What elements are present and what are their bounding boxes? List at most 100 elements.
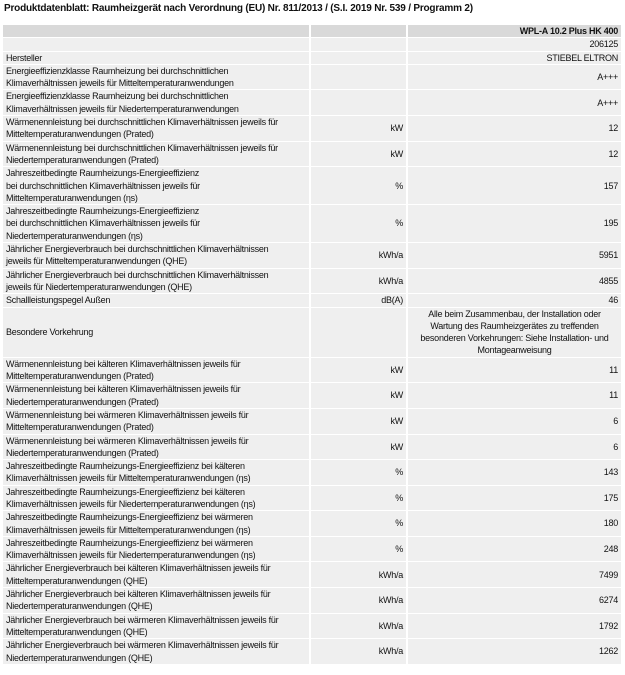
row-label: Jährlicher Energieverbrauch bei durchsch… <box>3 243 311 268</box>
table-row: Energieeffizienzklasse Raumheizung bei d… <box>3 90 623 116</box>
row-value: 11 <box>408 357 623 383</box>
row-unit: % <box>311 460 408 485</box>
table-row: 206125 <box>3 38 623 51</box>
row-label: Jahreszeitbedingte Raumheizungs-Energiee… <box>3 485 311 511</box>
table-row: Jährlicher Energieverbrauch bei wärmeren… <box>3 639 623 664</box>
row-unit: kWh/a <box>311 562 408 588</box>
row-label <box>3 38 311 51</box>
table-row: Jahreszeitbedingte Raumheizungs-Energiee… <box>3 485 623 511</box>
row-label: Jährlicher Energieverbrauch bei wärmeren… <box>3 613 311 639</box>
table-row: Jährlicher Energieverbrauch bei durchsch… <box>3 268 623 294</box>
row-label: Besondere Vorkehrung <box>3 307 311 357</box>
table-row: Energieeffizienzklasse Raumheizung bei d… <box>3 64 623 90</box>
row-value: 1262 <box>408 639 623 664</box>
table-row: Jahreszeitbedingte Raumheizungs-Energiee… <box>3 511 623 536</box>
table-row: Jahreszeitbedingte Raumheizungs-Energiee… <box>3 167 623 205</box>
row-unit: kW <box>311 434 408 460</box>
row-value: 143 <box>408 460 623 485</box>
row-value: A+++ <box>408 64 623 90</box>
row-label: Wärmenennleistung bei kälteren Klimaverh… <box>3 357 311 383</box>
row-label: Jahreszeitbedingte Raumheizungs-Energiee… <box>3 205 311 243</box>
row-unit: kW <box>311 357 408 383</box>
row-value: 4855 <box>408 268 623 294</box>
table-row: Wärmenennleistung bei kälteren Klimaverh… <box>3 383 623 408</box>
row-unit: kWh/a <box>311 613 408 639</box>
row-label: Wärmenennleistung bei wärmeren Klimaverh… <box>3 408 311 434</box>
table-row: Jahreszeitbedingte Raumheizungs-Energiee… <box>3 460 623 485</box>
row-label: Hersteller <box>3 51 311 64</box>
row-unit <box>311 38 408 51</box>
row-unit <box>311 25 408 38</box>
row-unit: dB(A) <box>311 294 408 307</box>
row-unit: % <box>311 536 408 562</box>
row-value: 206125 <box>408 38 623 51</box>
row-label: Jahreszeitbedingte Raumheizungs-Energiee… <box>3 460 311 485</box>
table-row: Wärmenennleistung bei durchschnittlichen… <box>3 141 623 167</box>
row-label <box>3 25 311 38</box>
table-row: Hersteller STIEBEL ELTRON <box>3 51 623 64</box>
row-value: 195 <box>408 205 623 243</box>
row-value: WPL-A 10.2 Plus HK 400 <box>408 25 623 38</box>
row-unit <box>311 90 408 116</box>
table-row: Jährlicher Energieverbrauch bei durchsch… <box>3 243 623 268</box>
table-row: Jahreszeitbedingte Raumheizungs-Energiee… <box>3 205 623 243</box>
row-label: Jährlicher Energieverbrauch bei kälteren… <box>3 588 311 613</box>
row-label: Energieeffizienzklasse Raumheizung bei d… <box>3 90 311 116</box>
row-unit: kWh/a <box>311 243 408 268</box>
table-row: Schallleistungspegel Außen dB(A) 46 <box>3 294 623 307</box>
row-label: Jährlicher Energieverbrauch bei durchsch… <box>3 268 311 294</box>
row-label: Wärmenennleistung bei durchschnittlichen… <box>3 141 311 167</box>
table-row: Wärmenennleistung bei kälteren Klimaverh… <box>3 357 623 383</box>
row-value: A+++ <box>408 90 623 116</box>
row-label: Energieeffizienzklasse Raumheizung bei d… <box>3 64 311 90</box>
row-label: Wärmenennleistung bei durchschnittlichen… <box>3 116 311 141</box>
row-value: 5951 <box>408 243 623 268</box>
row-unit: kW <box>311 116 408 141</box>
row-unit: kWh/a <box>311 588 408 613</box>
row-label: Schallleistungspegel Außen <box>3 294 311 307</box>
row-value: 46 <box>408 294 623 307</box>
row-value: 1792 <box>408 613 623 639</box>
title: Produktdatenblatt: Raumheizgerät nach Ve… <box>4 3 473 14</box>
row-label: Jahreszeitbedingte Raumheizungs-Energiee… <box>3 511 311 536</box>
table-row: Jährlicher Energieverbrauch bei wärmeren… <box>3 613 623 639</box>
row-value: 157 <box>408 167 623 205</box>
row-unit: % <box>311 167 408 205</box>
row-value: 6 <box>408 434 623 460</box>
row-unit: % <box>311 485 408 511</box>
row-unit: kW <box>311 141 408 167</box>
row-unit <box>311 64 408 90</box>
row-unit: % <box>311 205 408 243</box>
row-value: 180 <box>408 511 623 536</box>
table-row: Jährlicher Energieverbrauch bei kälteren… <box>3 588 623 613</box>
row-label: Jährlicher Energieverbrauch bei wärmeren… <box>3 639 311 664</box>
table-row: Wärmenennleistung bei wärmeren Klimaverh… <box>3 408 623 434</box>
row-label: Jahreszeitbedingte Raumheizungs-Energiee… <box>3 167 311 205</box>
table-row: Jahreszeitbedingte Raumheizungs-Energiee… <box>3 536 623 562</box>
row-unit: kWh/a <box>311 268 408 294</box>
row-label: Wärmenennleistung bei wärmeren Klimaverh… <box>3 434 311 460</box>
row-unit: kWh/a <box>311 639 408 664</box>
row-value: 248 <box>408 536 623 562</box>
row-unit <box>311 307 408 357</box>
row-value: 175 <box>408 485 623 511</box>
table-row: Besondere Vorkehrung Alle beim Zusammenba… <box>3 307 623 357</box>
table-body: WPL-A 10.2 Plus HK 400 206125 Hersteller ST… <box>3 25 623 664</box>
row-value: 11 <box>408 383 623 408</box>
row-unit: % <box>311 511 408 536</box>
row-label: Wärmenennleistung bei kälteren Klimaverh… <box>3 383 311 408</box>
data-table: WPL-A 10.2 Plus HK 400 206125 Hersteller ST… <box>3 24 623 665</box>
table-row: WPL-A 10.2 Plus HK 400 <box>3 25 623 38</box>
row-value: 6274 <box>408 588 623 613</box>
table-row: Wärmenennleistung bei wärmeren Klimaverh… <box>3 434 623 460</box>
row-value: Alle beim Zusammenbau, der Installation … <box>408 307 623 357</box>
row-value: STIEBEL ELTRON <box>408 51 623 64</box>
row-label: Jahreszeitbedingte Raumheizungs-Energiee… <box>3 536 311 562</box>
row-value: 7499 <box>408 562 623 588</box>
row-label: Jährlicher Energieverbrauch bei kälteren… <box>3 562 311 588</box>
table-row: Wärmenennleistung bei durchschnittlichen… <box>3 116 623 141</box>
table-row: Jährlicher Energieverbrauch bei kälteren… <box>3 562 623 588</box>
row-value: 12 <box>408 141 623 167</box>
row-unit: kW <box>311 408 408 434</box>
